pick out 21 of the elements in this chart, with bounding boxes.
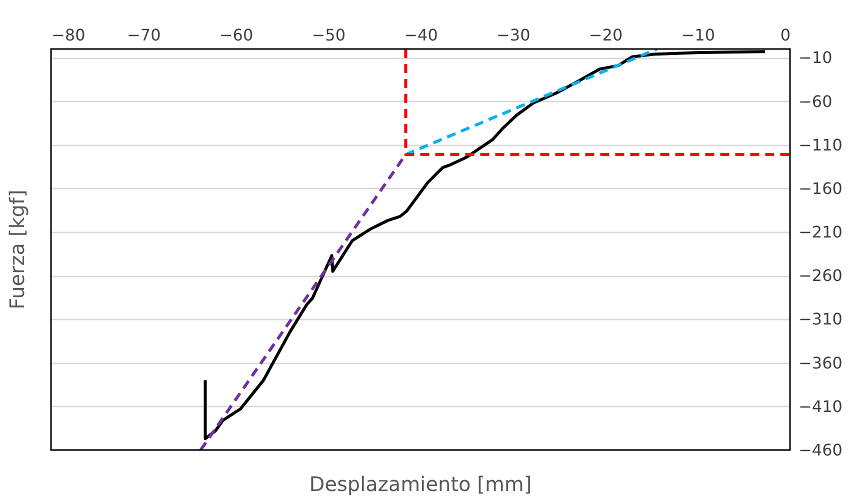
y-axis-title: Fuerza [kgf] [5,190,29,310]
x-tick-label: −40 [404,26,438,44]
y-tick-label: −110 [798,135,842,154]
x-axis-title: Desplazamiento [mm] [309,472,532,496]
y-tick-label: −160 [798,178,842,198]
y-tick-label: −60 [798,92,832,111]
x-tick-label: −10 [681,26,716,44]
x-tick-label: −60 [219,26,254,44]
x-tick-label: −80 [52,26,86,44]
x-tick-label: 0 [780,26,790,44]
x-tick-label: −50 [312,26,346,44]
x-tick-label: −70 [126,26,161,44]
y-tick-label: −310 [798,310,842,329]
y-tick-label: −460 [798,440,842,460]
y-tick-label: −360 [798,353,842,372]
y-tick-label: −210 [798,222,842,242]
x-tick-label: −30 [496,26,530,44]
y-tick-label: −410 [798,396,842,416]
y-tick-label: −10 [798,48,832,68]
x-tick-label: −20 [588,26,623,44]
y-tick-label: −260 [798,266,842,286]
